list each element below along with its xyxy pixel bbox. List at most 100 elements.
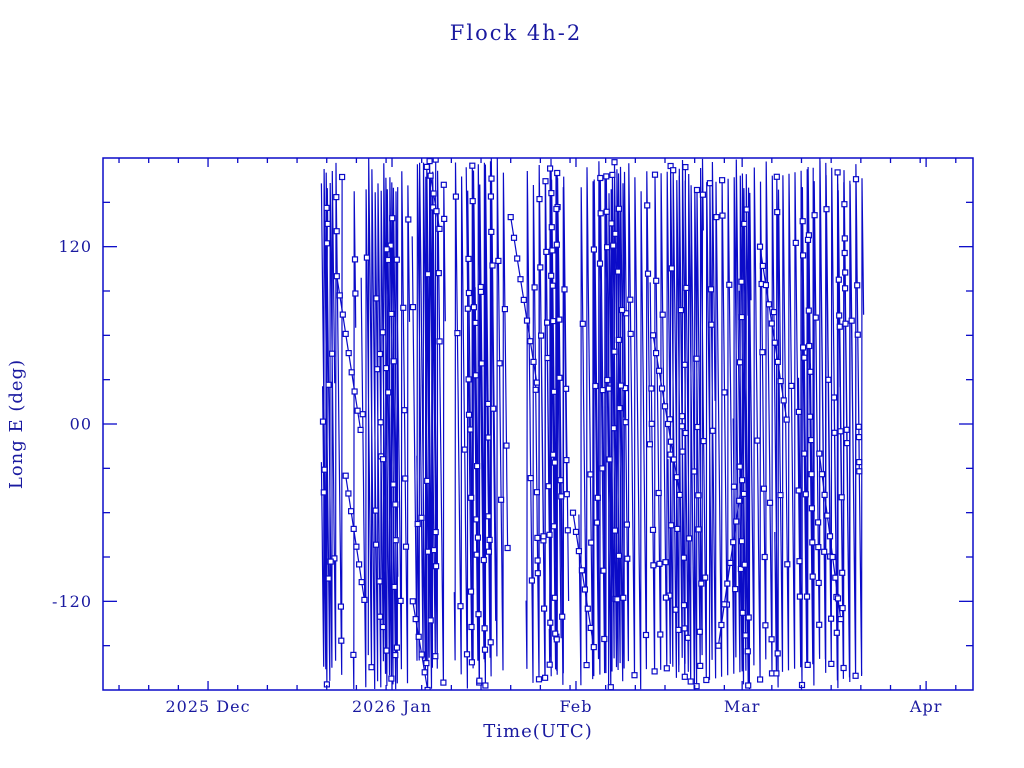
data-point-marker [476, 677, 483, 684]
data-point-marker [811, 212, 818, 219]
data-point-marker [356, 561, 363, 568]
data-point-marker [777, 378, 784, 385]
data-point-marker [649, 332, 657, 339]
data-point-marker [807, 368, 814, 375]
data-point-marker [393, 644, 400, 651]
data-point-marker [699, 191, 707, 198]
data-point-marker [488, 175, 495, 182]
data-point-marker [736, 497, 743, 504]
data-point-marker [473, 551, 480, 558]
data-point-marker [799, 252, 807, 259]
data-point-marker [379, 329, 386, 336]
x-tick-label: Apr [909, 697, 942, 716]
data-point-marker [559, 613, 566, 620]
data-point-marker [599, 387, 606, 394]
data-point-marker [550, 318, 557, 325]
data-point-marker [622, 419, 629, 426]
data-point-marker [597, 210, 604, 217]
data-point-marker [706, 180, 714, 187]
data-point-marker [805, 307, 812, 314]
data-point-marker [808, 471, 815, 478]
x-tick-label: 2026 Jan [352, 697, 432, 716]
data-point-marker [644, 202, 651, 209]
data-point-marker [737, 565, 745, 573]
data-point-marker [677, 307, 685, 314]
data-point-marker [558, 493, 565, 500]
data-point-marker [835, 276, 842, 283]
data-point-marker [520, 296, 527, 303]
data-point-marker [663, 665, 670, 672]
data-point-marker [655, 367, 663, 374]
data-point-marker [388, 675, 395, 682]
data-point-marker [424, 548, 432, 555]
data-point-marker [606, 456, 613, 463]
data-point-marker [475, 611, 482, 618]
data-point-marker [656, 560, 663, 567]
data-point-marker [627, 330, 634, 337]
data-point-marker [553, 241, 560, 248]
data-point-marker [510, 234, 518, 241]
data-point-marker [409, 598, 416, 605]
data-point-marker [698, 580, 705, 587]
data-point-marker [832, 574, 839, 581]
data-point-marker [540, 533, 547, 540]
data-point-marker [605, 385, 612, 392]
data-point-marker [470, 304, 477, 311]
data-point-marker [828, 660, 835, 668]
data-point-marker [680, 602, 688, 609]
data-point-marker [550, 451, 557, 458]
data-point-marker [727, 559, 734, 567]
data-point-marker [474, 534, 481, 541]
data-point-marker [424, 477, 431, 484]
data-point-marker [661, 403, 669, 410]
y-tick-label: 120 [58, 237, 92, 256]
data-point-marker [440, 181, 447, 188]
data-point-marker [418, 651, 425, 658]
data-point-marker [432, 653, 439, 660]
data-point-marker [708, 321, 715, 328]
data-point-marker [627, 296, 634, 303]
data-point-marker [709, 427, 716, 434]
data-point-marker [548, 224, 555, 231]
data-point-marker [795, 408, 803, 415]
data-point-marker [372, 507, 379, 514]
data-point-marker [588, 539, 595, 546]
data-point-marker [618, 306, 626, 314]
data-point-marker [501, 306, 508, 313]
data-point-marker [614, 596, 621, 603]
data-point-marker [808, 505, 816, 512]
data-point-marker [841, 285, 849, 292]
y-tick-label: -120 [52, 592, 92, 611]
data-point-marker [432, 158, 439, 163]
data-point-marker [486, 536, 493, 544]
data-point-marker [644, 270, 652, 277]
data-point-marker [477, 283, 484, 291]
data-point-marker [465, 411, 473, 418]
data-point-marker [733, 518, 740, 525]
data-point-marker [792, 239, 799, 246]
data-point-marker [527, 338, 534, 345]
data-point-marker [718, 177, 726, 184]
data-point-marker [678, 423, 686, 430]
data-point-marker [668, 522, 675, 529]
data-point-marker [852, 672, 859, 679]
data-point-marker [320, 489, 327, 496]
data-point-marker [743, 206, 750, 213]
data-point-marker [473, 516, 480, 523]
data-point-marker [609, 171, 616, 178]
data-point-marker [816, 621, 823, 628]
data-point-marker [496, 360, 503, 367]
data-point-marker [348, 508, 355, 515]
data-point-marker [549, 282, 556, 289]
data-point-marker [804, 661, 811, 669]
data-point-marker [760, 485, 768, 492]
data-point-marker [323, 240, 331, 247]
data-point-marker [373, 541, 380, 548]
data-point-marker [795, 487, 802, 494]
data-point-marker [415, 633, 422, 640]
data-point-marker [485, 513, 492, 520]
data-point-marker [368, 664, 375, 671]
data-point-marker [488, 228, 495, 235]
data-point-marker [564, 527, 571, 534]
